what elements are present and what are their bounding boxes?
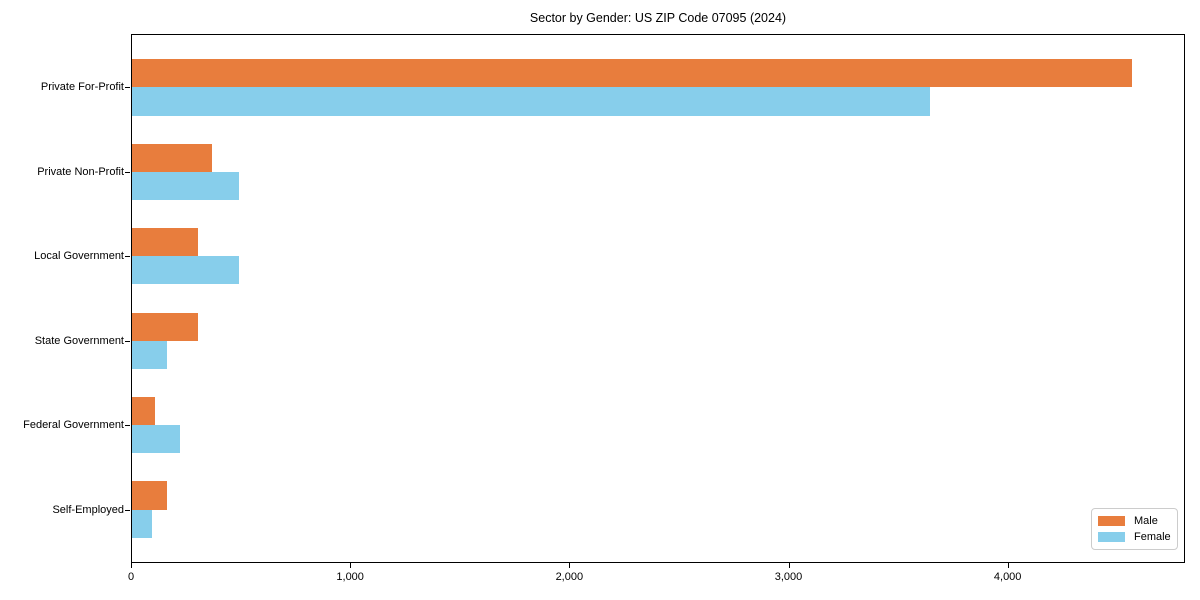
bar-female-4: [132, 340, 168, 369]
bar-female-6: [132, 509, 152, 538]
bar-male-1: [132, 59, 1133, 88]
y-tick-mark: [125, 87, 130, 89]
legend: Male Female: [1091, 508, 1178, 550]
y-tick-mark: [125, 256, 130, 258]
x-axis-label: 3,000: [774, 571, 803, 583]
x-tick-mark: [1007, 563, 1009, 568]
x-tick-mark: [350, 563, 352, 568]
y-tick-mark: [125, 340, 130, 342]
x-tick-mark: [131, 563, 132, 568]
x-axis-label: 0: [127, 571, 135, 583]
y-axis-label: Private Non-Profit: [37, 165, 124, 178]
y-tick-mark: [125, 171, 130, 173]
y-tick-mark: [125, 425, 130, 427]
legend-entry-male: Male: [1098, 515, 1177, 527]
legend-entry-female: Female: [1098, 531, 1177, 543]
chart-title: Sector by Gender: US ZIP Code 07095 (202…: [529, 11, 787, 25]
x-tick-mark: [569, 563, 571, 568]
bar-female-2: [132, 171, 240, 200]
y-axis-label: Federal Government: [23, 419, 124, 432]
bar-male-4: [132, 312, 198, 341]
bar-male-6: [132, 481, 168, 510]
female-color-swatch: [1098, 532, 1125, 542]
y-axis-label: Local Government: [34, 250, 124, 263]
y-axis-label: Private For-Profit: [40, 81, 124, 94]
y-axis-label: Self-Employed: [52, 503, 124, 516]
x-axis-label: 1,000: [336, 571, 364, 583]
y-axis-label: State Government: [34, 334, 124, 347]
x-tick-mark: [788, 563, 790, 568]
male-color-swatch: [1098, 516, 1125, 526]
bar-male-3: [132, 228, 198, 257]
x-axis-label: 4,000: [993, 571, 1022, 583]
plot-area: [131, 34, 1185, 563]
bar-female-1: [132, 87, 930, 116]
x-axis-label: 2,000: [555, 571, 584, 583]
bar-female-3: [132, 256, 240, 285]
y-tick-mark: [125, 509, 130, 511]
legend-label-female: Female: [1134, 531, 1171, 543]
bar-male-5: [132, 397, 155, 426]
legend-label-male: Male: [1134, 515, 1158, 527]
bar-male-2: [132, 143, 212, 172]
bar-female-5: [132, 425, 181, 454]
